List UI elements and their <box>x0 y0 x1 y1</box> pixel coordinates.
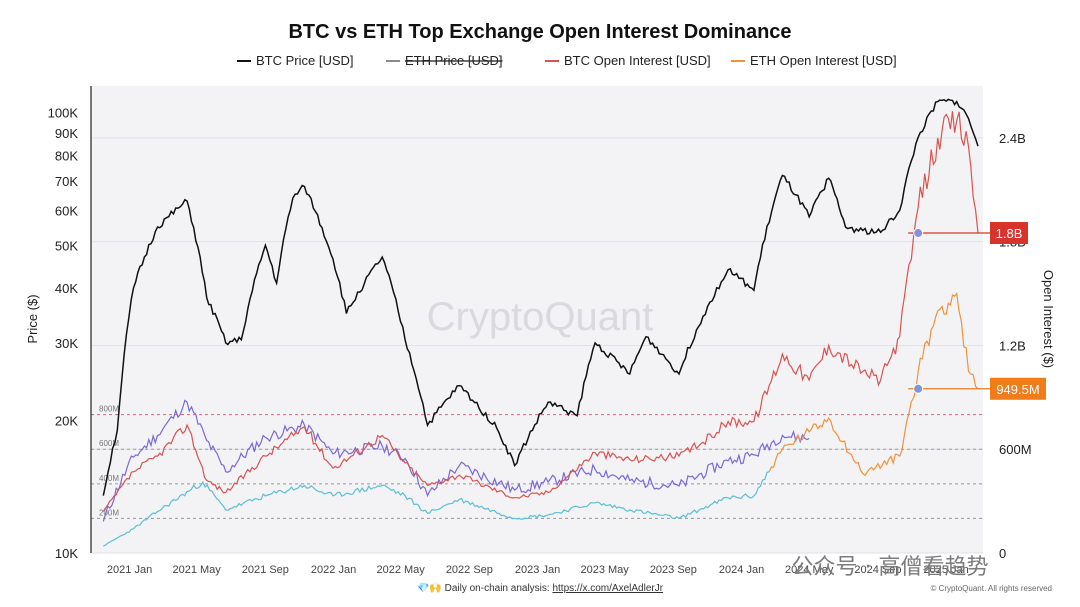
y-tick-6: 70K <box>55 174 78 189</box>
x-tick-6: 2023 Jan <box>515 564 560 576</box>
legend-item-eth_price[interactable]: ETH Price [USD] <box>405 53 503 68</box>
threshold-label-3: 200M <box>99 508 119 517</box>
y-axis-label: Price ($) <box>25 294 40 343</box>
y-tick-4: 50K <box>55 238 78 253</box>
x-tick-10: 2024 May <box>785 564 834 576</box>
x-tick-1: 2021 May <box>172 564 221 576</box>
threshold-label-0: 800M <box>99 405 119 414</box>
threshold-label-1: 600M <box>99 439 119 448</box>
wechat-watermark: 公众号 · 高僧看趋势 <box>792 555 989 580</box>
y-tick-0: 10K <box>55 546 78 561</box>
y-tick-1: 20K <box>55 413 78 428</box>
x-tick-3: 2022 Jan <box>311 564 356 576</box>
threshold-label-2: 400M <box>99 474 119 483</box>
y2-tick-4: 2.4B <box>999 131 1026 146</box>
x-tick-12: 2025 Jan <box>923 564 968 576</box>
plot-background <box>91 86 983 553</box>
series-line-btc-oi <box>102 111 979 512</box>
y-axis-ticks: 10K 20K 30K 40K 50K 60K 70K 80K 90K 100K <box>48 106 79 561</box>
badge-label-1: 949.5M <box>996 382 1039 397</box>
x-tick-8: 2023 Sep <box>650 564 697 576</box>
x-tick-0: 2021 Jan <box>107 564 152 576</box>
y2-tick-1: 600M <box>999 442 1032 457</box>
badge-marker-1 <box>913 383 924 394</box>
footer-link[interactable]: https://x.com/AxelAdlerJr <box>552 583 663 594</box>
x-tick-11: 2024 Sep <box>854 564 901 576</box>
y-tick-7: 80K <box>55 148 78 163</box>
y2-tick-2: 1.2B <box>999 338 1026 353</box>
y-tick-9: 100K <box>48 106 79 121</box>
legend-item-btc_price[interactable]: BTC Price [USD] <box>256 53 354 68</box>
series-line-eth-oi-highlight <box>768 292 979 477</box>
y-tick-8: 90K <box>55 126 78 141</box>
footer-text: 💎🙌 Daily on-chain analysis: https://x.co… <box>417 582 664 594</box>
watermark-text: CryptoQuant <box>427 295 654 339</box>
series-line-eth-oi-base <box>103 471 770 547</box>
badge-box-0 <box>990 222 1028 245</box>
x-tick-2: 2021 Sep <box>242 564 289 576</box>
badge-box-1 <box>990 377 1046 400</box>
x-axis-ticks: 2021 Jan 2021 May 2021 Sep 2022 Jan 2022 May… <box>107 564 969 576</box>
y-tick-5: 60K <box>55 203 78 218</box>
y2-axis-label: Open Interest ($) <box>1041 270 1056 368</box>
y-tick-2: 30K <box>55 336 78 351</box>
badge-marker-0 <box>913 228 924 239</box>
series-layer <box>102 98 979 547</box>
copyright-text: © CryptoQuant. All rights reserved <box>931 584 1053 593</box>
badge-label-0: 1.8B <box>996 226 1023 241</box>
series-line-eth-price <box>102 399 810 522</box>
x-tick-4: 2022 May <box>376 564 425 576</box>
footer-prefix: 💎🙌 Daily on-chain analysis: <box>417 582 553 594</box>
legend-item-eth_oi[interactable]: ETH Open Interest [USD] <box>750 53 897 68</box>
x-tick-5: 2022 Sep <box>446 564 493 576</box>
chart-legend: BTC Price [USD] ETH Price [USD] BTC Open I… <box>237 53 897 68</box>
x-tick-7: 2023 May <box>580 564 629 576</box>
y2-tick-0: 0 <box>999 546 1006 561</box>
x-tick-9: 2024 Jan <box>719 564 764 576</box>
y2-axis-ticks: 0 600M 1.2B 1.8B 2.4B <box>999 131 1032 561</box>
chart-title: BTC vs ETH Top Exchange Open Interest Do… <box>288 21 791 43</box>
y-tick-3: 40K <box>55 281 78 296</box>
series-line-btc-price <box>102 98 979 496</box>
value-badges: 1.8B 949.5M <box>908 222 1046 400</box>
legend-item-btc_oi[interactable]: BTC Open Interest [USD] <box>564 53 711 68</box>
threshold-lines: 800M 600M 400M 200M <box>91 405 983 519</box>
